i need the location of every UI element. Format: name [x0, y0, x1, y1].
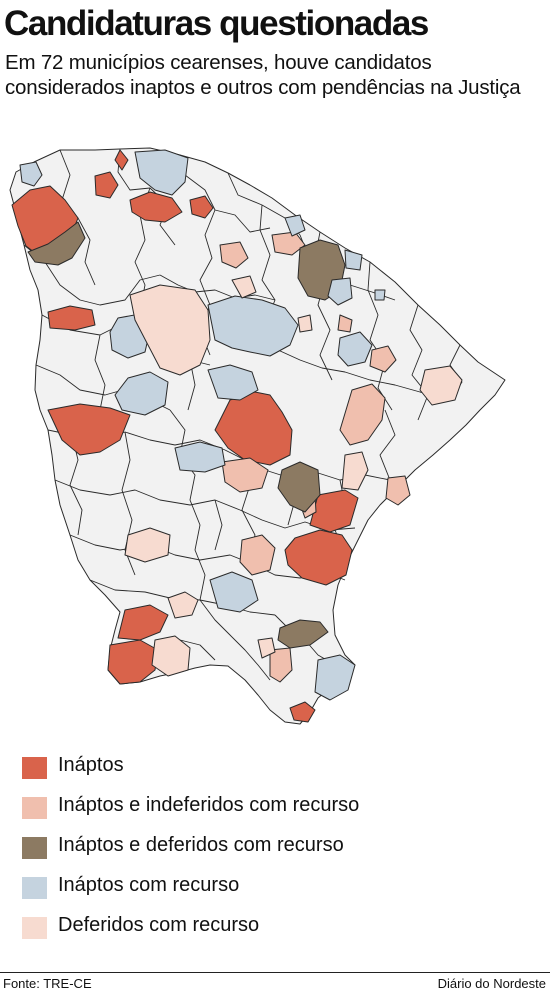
region-indeferidos-6 — [385, 475, 411, 506]
legend-swatch-inaptos — [22, 757, 47, 779]
region-inaptos-north-4 — [114, 149, 129, 171]
region-recurso-9 — [337, 331, 373, 367]
region-recurso-1 — [134, 149, 189, 196]
region-deferidos-recurso-1 — [129, 284, 211, 376]
region-recurso-8 — [207, 295, 299, 357]
region-indeferidos-7 — [239, 534, 276, 576]
region-deferidos-recurso-7 — [257, 637, 276, 659]
region-deferidos-recurso-9 — [231, 275, 257, 299]
footer-divider — [0, 972, 550, 973]
region-inaptos-west — [47, 305, 96, 331]
region-inaptos-far-south — [289, 701, 316, 723]
region-recurso-4 — [344, 249, 363, 271]
region-inaptos-north-2 — [129, 191, 183, 223]
region-deferidos-recurso-2 — [419, 365, 463, 406]
region-deferidos-south — [277, 619, 329, 649]
legend-swatch-inaptos-recurso — [22, 877, 47, 899]
region-inaptos-north-1 — [94, 171, 119, 199]
map-category-deferidos-recurso — [124, 275, 463, 677]
region-inaptos-southwest — [47, 403, 131, 456]
region-recurso-10 — [114, 371, 169, 416]
region-indeferidos-10 — [369, 345, 397, 373]
region-inaptos-center — [214, 391, 293, 466]
region-deferidos-recurso-6 — [151, 635, 191, 677]
legend-label-inaptos-deferidos: Ináptos e deferidos com recurso — [58, 834, 344, 856]
map-category-inaptos-deferidos — [27, 221, 346, 649]
chart-title: Candidaturas questionadas — [4, 4, 429, 43]
region-deferidos-center — [277, 461, 321, 513]
map-category-inaptos-indeferidos — [219, 231, 411, 683]
region-recurso-13 — [209, 571, 259, 613]
region-indeferidos-3 — [337, 314, 353, 333]
region-recurso-12 — [174, 441, 226, 473]
region-deferidos-northwest — [27, 221, 86, 266]
region-inaptos-south-2 — [107, 639, 159, 685]
region-inaptos-north-3 — [189, 195, 214, 219]
legend-swatch-inaptos-indeferidos — [22, 797, 47, 819]
region-inaptos-east-1 — [309, 489, 359, 533]
region-recurso-5 — [327, 277, 353, 306]
region-indeferidos-2 — [219, 241, 249, 269]
region-deferidos-recurso-3 — [341, 451, 369, 491]
publisher-credit: Diário do Nordeste — [437, 976, 546, 991]
ceara-municipalities-map — [9, 147, 506, 725]
legend-label-inaptos-recurso: Ináptos com recurso — [58, 874, 240, 896]
region-indeferidos-4 — [339, 383, 386, 446]
legend-label-deferidos-recurso: Deferidos com recurso — [58, 914, 260, 936]
region-inaptos-east-2 — [284, 529, 353, 586]
region-deferidos-recurso-4 — [124, 527, 171, 563]
region-recurso-6 — [374, 289, 386, 301]
region-indeferidos-9 — [269, 647, 293, 683]
chart-subtitle: Em 72 municípios cearenses, houve candid… — [5, 51, 521, 99]
region-inaptos-south-1 — [117, 604, 169, 641]
region-recurso-14 — [314, 654, 356, 701]
legend-label-inaptos: Ináptos — [58, 754, 124, 776]
map-category-inaptos-recurso — [19, 149, 386, 701]
region-deferidos-recurso-8 — [297, 314, 313, 333]
region-deferidos-recurso-5 — [167, 591, 199, 619]
legend-swatch-inaptos-deferidos — [22, 837, 47, 859]
legend-swatch-deferidos-recurso — [22, 917, 47, 939]
source-note: Fonte: TRE-CE — [3, 976, 92, 991]
region-recurso-11 — [207, 364, 259, 401]
legend-label-inaptos-indeferidos: Ináptos e indeferidos com recurso — [58, 794, 360, 816]
region-indeferidos-5 — [221, 457, 269, 493]
region-recurso-3 — [284, 214, 306, 237]
region-recurso-2 — [19, 161, 43, 187]
